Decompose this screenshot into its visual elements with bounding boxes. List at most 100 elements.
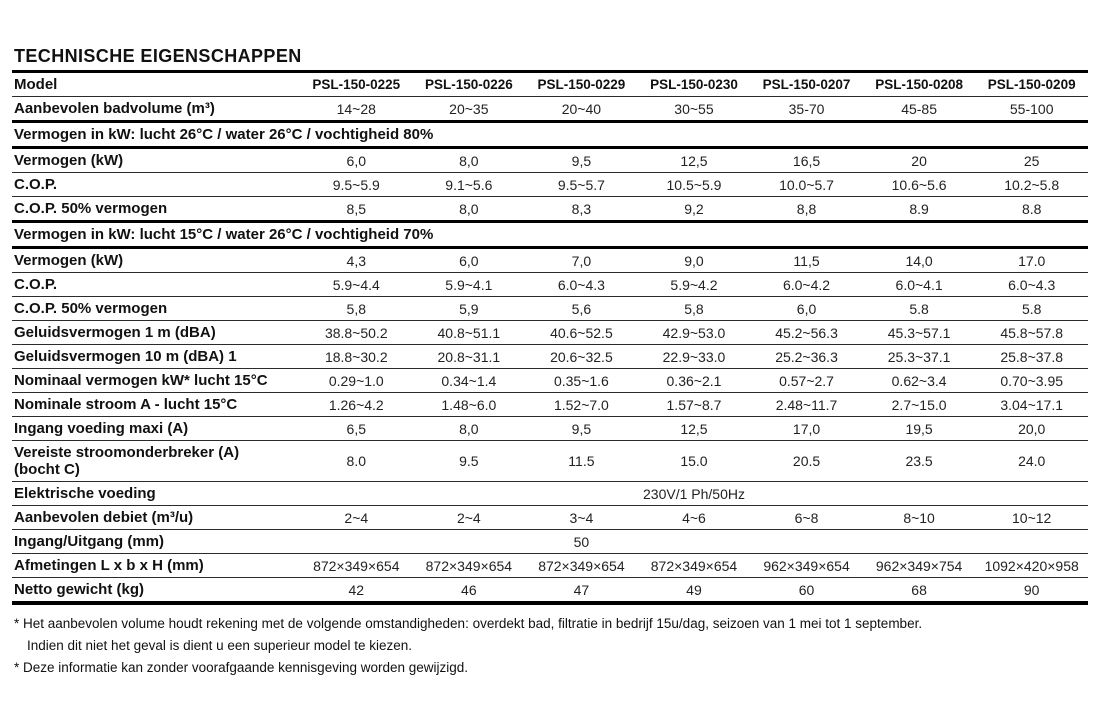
spec-row: C.O.P. 50% vermogen 8,5 8,0 8,3 9,2 8,8 8.9 8.8 [12,197,1088,222]
cell-value: 55-100 [1009,100,1054,117]
cell-value: 46 [461,581,477,598]
cell-value: 17.0 [1018,252,1046,269]
cell-value: 24.0 [1018,453,1046,469]
cell-value: 6,0 [459,252,479,269]
column-header: PSL-150-0229 [537,77,626,92]
cell-value: 3~4 [569,509,594,526]
row-label: Netto gewicht (kg) [14,581,144,598]
cell-value: 20~40 [561,100,602,117]
cell-value: 25 [1023,152,1040,169]
footnotes: * Het aanbevolen volume houdt rekening m… [14,613,1088,679]
cell-value: 962×349×654 [763,557,850,574]
cell-value: 0.35~1.6 [553,372,609,389]
cell-value: 8~10 [903,509,935,526]
cell-value: 8,0 [459,420,479,437]
row-label: Nominaal vermogen kW* lucht 15°C [14,372,268,389]
column-header: PSL-150-0207 [762,77,851,92]
cell-value: 15.0 [680,453,708,469]
cell-value: 11,5 [793,252,820,269]
cell-value: 6.0~4.2 [782,276,831,293]
row-label: Vermogen (kW) [14,152,124,169]
cell-value: 6.0~4.1 [895,276,943,293]
section-label: Vermogen in kW: lucht 15°C / water 26°C … [14,226,434,243]
cell-value: 10~12 [1012,509,1052,526]
section-row: Vermogen in kW: lucht 26°C / water 26°C … [12,121,1088,148]
row-label: Vermogen (kW) [14,252,124,269]
cell-value: 23.5 [905,453,933,469]
column-header: PSL-150-0230 [650,77,738,92]
spec-row: Geluidsvermogen 1 m (dBA) 38.8~50.2 40.8~5… [12,321,1088,345]
cell-value: 9,0 [684,252,704,269]
column-header: PSL-150-0226 [424,77,513,92]
cell-value: 49 [686,581,702,598]
spec-row: Nominale stroom A - lucht 15°C 1.26~4.2 1.… [12,393,1088,417]
cell-value: 5,8 [346,300,367,317]
row-label: Afmetingen L x b x H (mm) [14,557,204,574]
cell-value: 7,0 [571,252,592,269]
cell-value: 20.5 [792,453,821,469]
column-header: PSL-150-0208 [875,77,963,92]
cell-value: 2~4 [456,509,481,526]
cell-value: 47 [573,581,590,598]
cell-value: 25.2~36.3 [775,348,838,365]
footnote: * Het aanbevolen volume houdt rekening m… [14,616,923,631]
column-header: PSL-150-0209 [987,77,1076,92]
cell-value: 8,3 [571,200,592,217]
spec-table: Model PSL-150-0225 PSL-150-0226 PSL-150-022… [12,70,1088,605]
cell-value: 2.48~11.7 [775,396,838,413]
cell-value: 12,5 [680,152,708,169]
cell-value: 5.9~4.4 [332,276,380,293]
row-label: C.O.P. 50% vermogen [14,300,168,317]
cell-value: 6~8 [794,509,819,526]
cell-value: 962×349×754 [875,557,963,574]
column-header: PSL-150-0225 [312,77,401,92]
cell-value: 8.8 [1021,200,1042,217]
cell-value: 0.70~3.95 [1000,372,1064,389]
row-label: Vereiste stroomonderbreker (A) (bocht C) [14,444,240,478]
cell-value: 18.8~30.2 [324,348,388,365]
spec-row: Afmetingen L x b x H (mm) 872×349×654 872×… [12,554,1088,578]
cell-value: 45-85 [901,100,937,117]
cell-value: 1.26~4.2 [328,396,384,413]
cell-value: 16,5 [792,152,821,169]
cell-value: 10.5~5.9 [666,176,722,193]
cell-value: 8,8 [796,200,817,217]
cell-value: 4~6 [682,509,706,526]
spec-row: Netto gewicht (kg) 42 46 47 49 60 68 90 [12,578,1088,603]
cell-value: 0.57~2.7 [779,372,834,389]
cell-value: 1.48~6.0 [441,396,497,413]
cell-value: 8,0 [459,200,479,217]
cell-value: 9.5~5.7 [557,176,605,193]
row-label: C.O.P. [14,176,58,193]
cell-value: 5.9~4.2 [670,276,718,293]
spec-row: Vermogen (kW) 4,3 6,0 7,0 9,0 11,5 14,0 17.0 [12,248,1088,273]
cell-value: 45.8~57.8 [1000,324,1064,341]
cell-value: 6.0~4.3 [1008,276,1056,293]
cell-value [750,530,863,554]
cell-value: 6,5 [346,420,367,437]
spec-row: Ingang/Uitgang (mm) 50 [12,530,1088,554]
cell-value: 20 [911,152,927,169]
cell-value: 3.04~17.1 [1000,396,1064,413]
cell-value: 40.8~51.1 [437,324,501,341]
cell-value: 10.0~5.7 [779,176,834,193]
cell-value: 20,0 [1018,420,1046,437]
cell-value: 872×349×654 [538,557,625,574]
spec-row: Geluidsvermogen 10 m (dBA) 1 18.8~30.2 20.… [12,345,1088,369]
row-label: Nominale stroom A - lucht 15°C [14,396,238,413]
cell-value: 0.34~1.4 [441,372,497,389]
spec-row: Nominaal vermogen kW* lucht 15°C 0.29~1.0… [12,369,1088,393]
cell-value: 9.5~5.9 [332,176,380,193]
cell-value: 40.6~52.5 [550,324,613,341]
cell-value: 25.8~37.8 [1000,348,1064,365]
cell-value: 14~28 [336,100,376,117]
row-label: C.O.P. [14,276,58,293]
row-label: Aanbevolen debiet (m³/u) [14,509,194,526]
cell-value: 17,0 [792,420,821,437]
column-header-model: Model [14,76,58,93]
page-title: TECHNISCHE EIGENSCHAPPEN [14,46,302,66]
cell-value: 10.6~5.6 [891,176,947,193]
cell-value: 2.7~15.0 [891,396,947,413]
cell-value: 6,0 [346,152,367,169]
